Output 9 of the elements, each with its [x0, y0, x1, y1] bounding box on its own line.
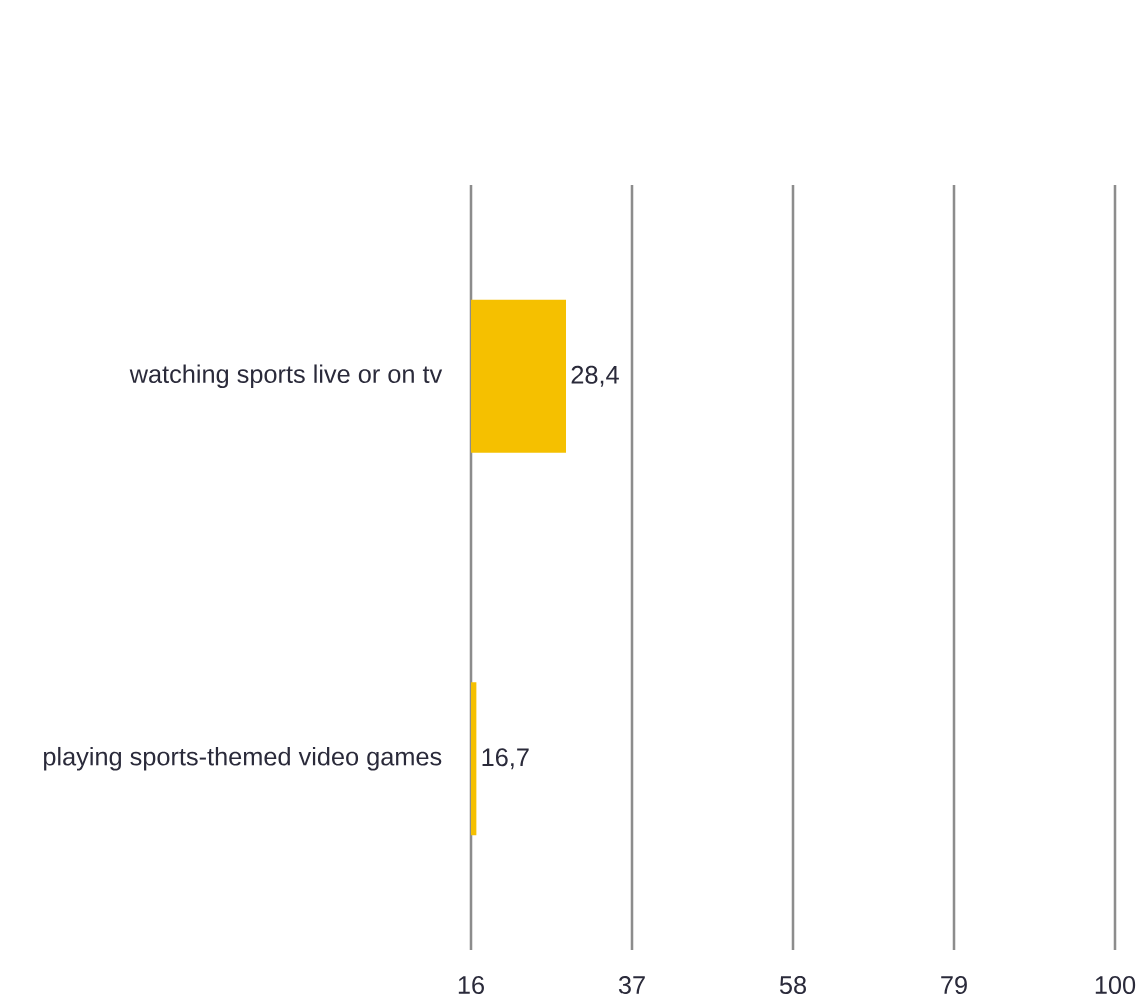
y-tick-label: watching sports live or on tv	[129, 364, 443, 389]
x-tick-label: 79	[941, 976, 967, 994]
x-tick-label: 100	[1095, 976, 1136, 994]
x-tick-label: 58	[779, 976, 806, 994]
data-label: 28,4	[571, 365, 619, 387]
x-tick-label: 37	[618, 976, 645, 994]
y-tick-label: playing sports-themed video games	[44, 746, 442, 771]
data-label: 16,7	[482, 748, 529, 770]
x-tick-label: 16	[458, 976, 484, 994]
